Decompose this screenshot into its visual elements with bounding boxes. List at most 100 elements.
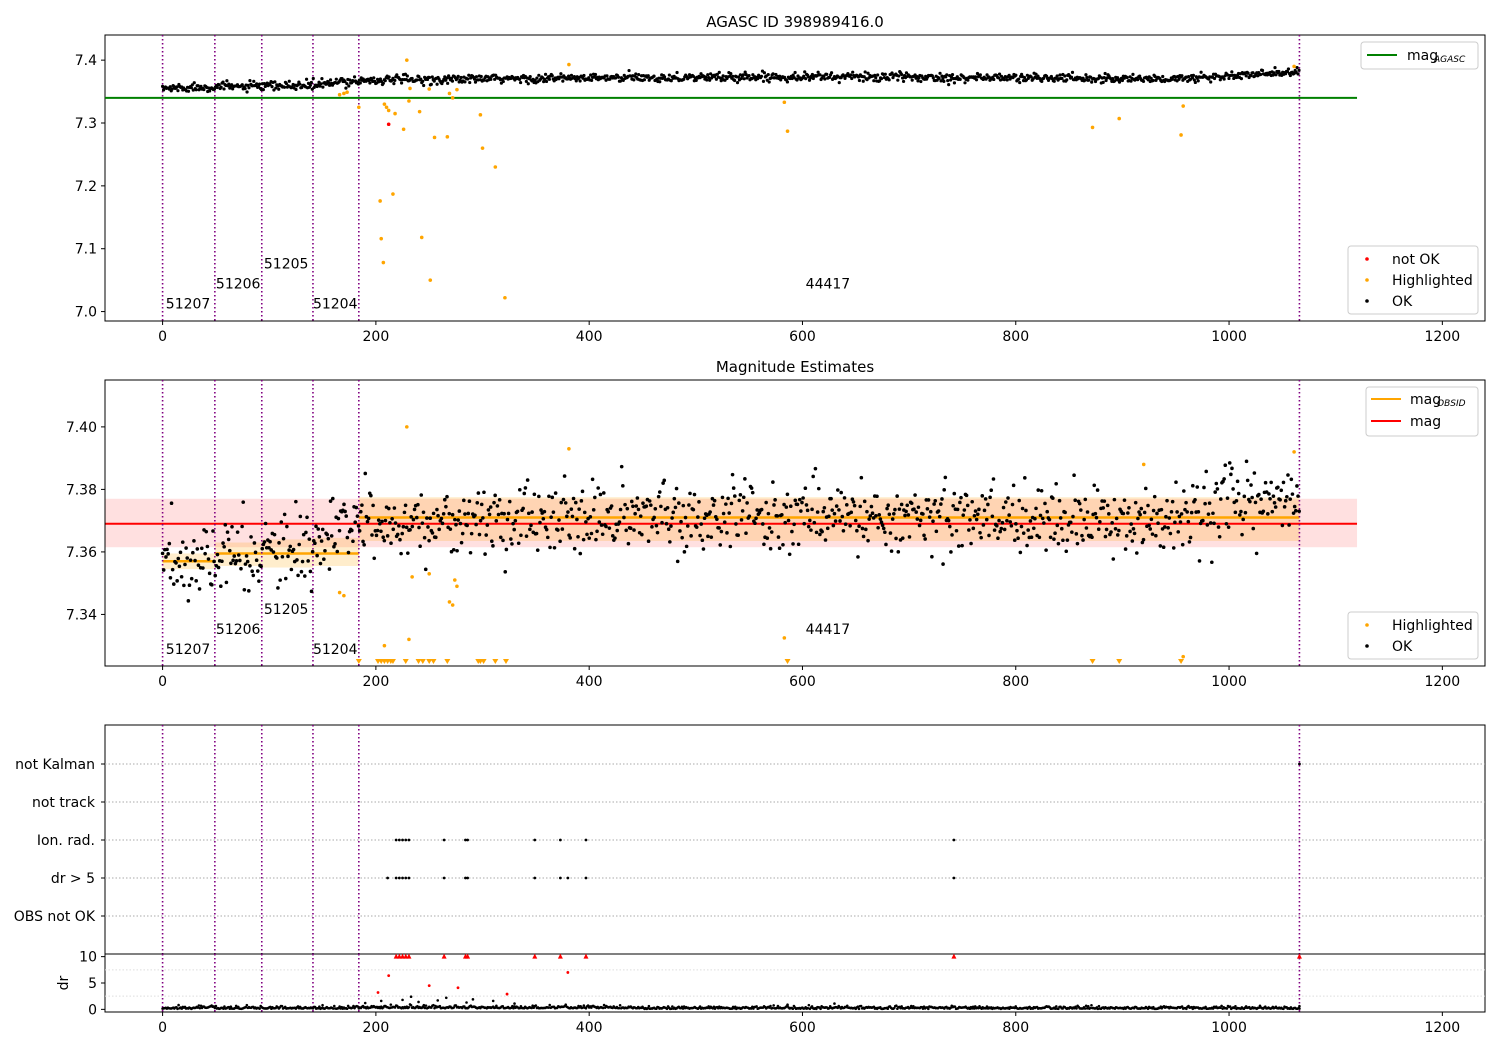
ok-point [425,516,429,520]
dr-point [513,1002,516,1005]
ok-point [1261,509,1266,514]
ok-point [741,73,745,77]
ok-point [936,509,941,513]
ok-point [1197,559,1202,563]
ok-point [1042,521,1046,525]
ok-point [576,534,580,539]
ok-point [428,516,433,521]
ok-point [862,75,866,79]
ok-point [889,549,894,553]
ok-point [183,562,187,567]
ok-point [1111,557,1116,561]
ok-point [942,79,946,83]
ok-point [604,524,608,529]
ok-point [722,520,727,524]
ok-point [632,78,636,82]
ok-point [1177,77,1181,81]
ok-point [615,528,620,533]
dr-point [432,1003,435,1007]
ok-point [851,500,856,504]
ok-point [890,71,894,75]
dr-point [581,1006,585,1009]
ok-point [382,538,387,543]
ok-point [825,72,829,76]
ok-point [582,510,587,515]
ok-point [1124,534,1129,538]
ok-point [370,533,374,537]
ok-point [361,539,365,544]
ok-point [961,513,966,517]
ok-point [304,530,308,535]
ok-point [386,506,391,511]
ok-point [380,519,384,524]
ok-point [942,488,946,492]
ok-point [185,556,190,560]
ok-point [1297,509,1301,514]
flag-point [404,876,408,880]
ok-point [670,516,674,520]
ok-point [1196,510,1201,514]
ok-point [1187,540,1192,544]
ok-point [1174,480,1178,484]
ok-point [1149,517,1154,522]
ok-point [189,86,193,90]
ok-point [1147,523,1151,528]
ok-point [160,551,165,556]
ok-point [559,500,564,505]
dr-point [895,1004,898,1008]
ok-point [795,502,800,507]
ok-point [662,75,667,79]
ok-point [691,507,696,512]
flag-point [584,876,588,880]
ok-point [212,559,216,564]
ok-point [1281,480,1286,485]
ok-point [222,544,226,549]
ok-point [1268,496,1272,501]
dr-point [1053,1007,1057,1010]
dr-point [318,1005,321,1009]
ok-point [1295,65,1299,70]
ok-point [900,536,905,540]
ok-point [328,78,333,82]
ok-point [622,515,626,520]
ok-point [456,74,460,78]
ok-point [569,507,574,511]
ok-point [655,530,660,535]
ok-point [1075,541,1080,546]
ok-point [547,494,551,499]
ok-point [298,514,303,519]
legend-label: OK [1392,639,1413,655]
ok-point [931,519,935,524]
ok-point [378,521,382,526]
ok-point [1159,507,1164,512]
flag-point [401,876,404,880]
highlighted-point [357,105,361,110]
ok-point [283,576,288,581]
ok-point [270,85,274,89]
highlighted-point [455,87,459,92]
ok-point [584,520,588,524]
ok-point [857,524,861,529]
flag-point [558,876,562,880]
ok-point [422,83,426,88]
ok-point [417,525,421,530]
ok-point [836,488,840,492]
ok-point [466,77,470,81]
ok-point [982,508,987,513]
obsid-label: 51206 [216,276,261,292]
ok-point [1222,77,1226,81]
ok-point [951,503,955,508]
ok-point [517,487,522,492]
ok-point [638,514,643,518]
ok-point [1251,526,1256,531]
ok-point [872,79,876,83]
y-tick-label: 7.34 [66,607,97,623]
ok-point [1101,506,1106,510]
highlighted-point [382,102,387,106]
ok-point [766,73,770,77]
ok-point [816,70,820,74]
ok-point [997,72,1002,76]
dr-point [223,1005,226,1008]
ok-point [922,533,926,538]
x-tick-label: 600 [789,674,816,690]
